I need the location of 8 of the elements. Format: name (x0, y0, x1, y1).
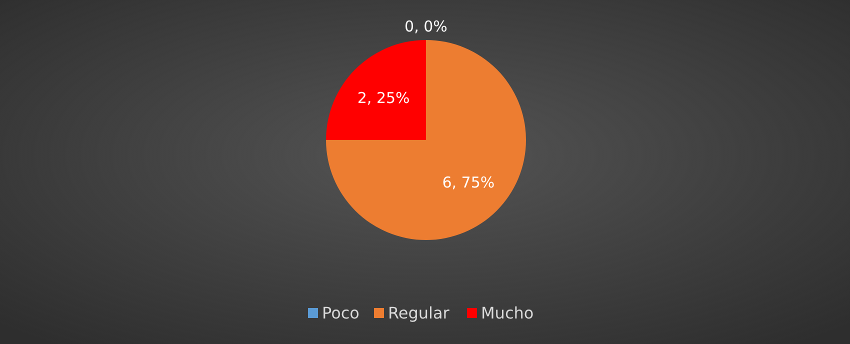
legend-label: Mucho (481, 304, 534, 323)
legend-label: Poco (322, 304, 360, 323)
pie-slice (326, 40, 526, 240)
legend-label: Regular (388, 304, 450, 323)
pie-slice (326, 40, 426, 140)
data-label: 2, 25% (357, 88, 410, 107)
text: 0, 0% (404, 17, 448, 36)
data-label: 6, 75% (442, 174, 495, 192)
